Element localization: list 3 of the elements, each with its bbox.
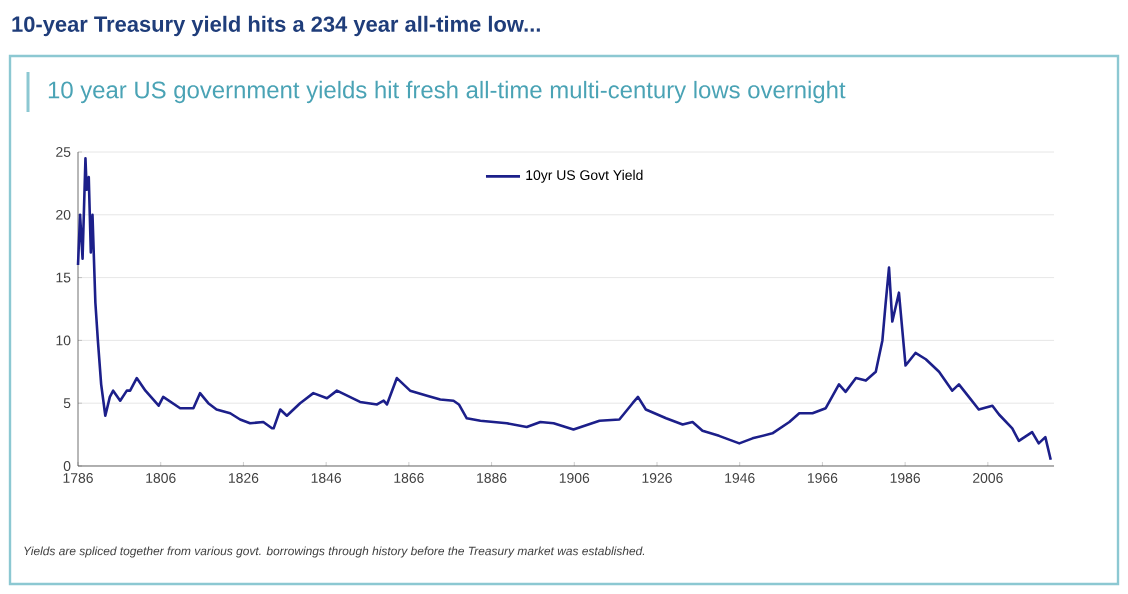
line-series [76,156,1053,462]
chart-title: 10-year Treasury yield hits a 234 year all-time low... [12,15,540,37]
chart-subtitle: 10 year US government yields hit fresh all-time multi-century lows overnight [48,80,846,104]
